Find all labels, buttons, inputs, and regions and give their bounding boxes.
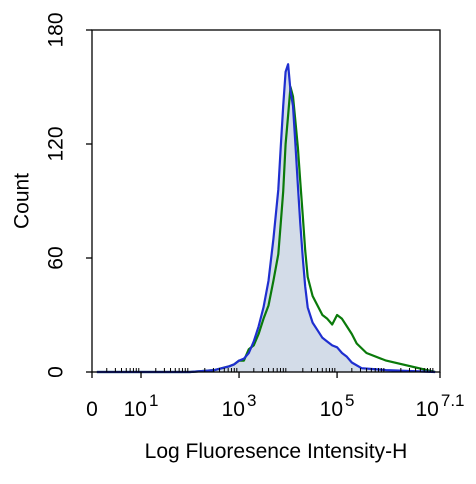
x-tick-label: 10 1 xyxy=(124,391,159,421)
series-line-blue xyxy=(96,63,436,374)
series-layer xyxy=(96,63,436,374)
plot-frame xyxy=(91,29,441,373)
x-tick-label: 10 7.1 xyxy=(416,391,465,421)
series-fill-area xyxy=(96,64,436,372)
y-axis-label: Count xyxy=(11,173,34,229)
x-tick-label: 10 5 xyxy=(320,391,355,421)
x-ticks: 0 10 1 10 3 10 5 10 7.1 xyxy=(86,372,465,421)
y-tick-label: 120 xyxy=(45,126,68,161)
y-tick-label: 60 xyxy=(45,246,68,269)
x-tick-label: 10 3 xyxy=(222,391,257,421)
y-tick-label: 180 xyxy=(45,12,68,47)
x-tick-label: 0 xyxy=(86,398,98,421)
x-minor-ticks xyxy=(106,368,434,372)
y-ticks: 0 60 120 180 xyxy=(45,12,92,378)
y-tick-label: 0 xyxy=(45,366,68,378)
x-axis-label: Log Fluoresence Intensity-H xyxy=(145,440,408,463)
